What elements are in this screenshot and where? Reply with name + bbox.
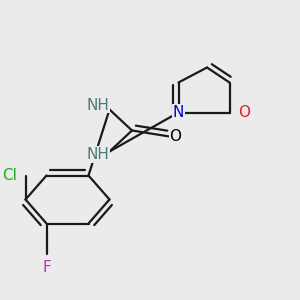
Text: O: O [169, 129, 181, 144]
Text: O: O [238, 105, 250, 120]
Text: Cl: Cl [2, 168, 16, 183]
Text: NH: NH [86, 98, 109, 112]
Text: N: N [173, 105, 184, 120]
Text: NH: NH [86, 147, 109, 162]
Text: F: F [42, 260, 51, 274]
